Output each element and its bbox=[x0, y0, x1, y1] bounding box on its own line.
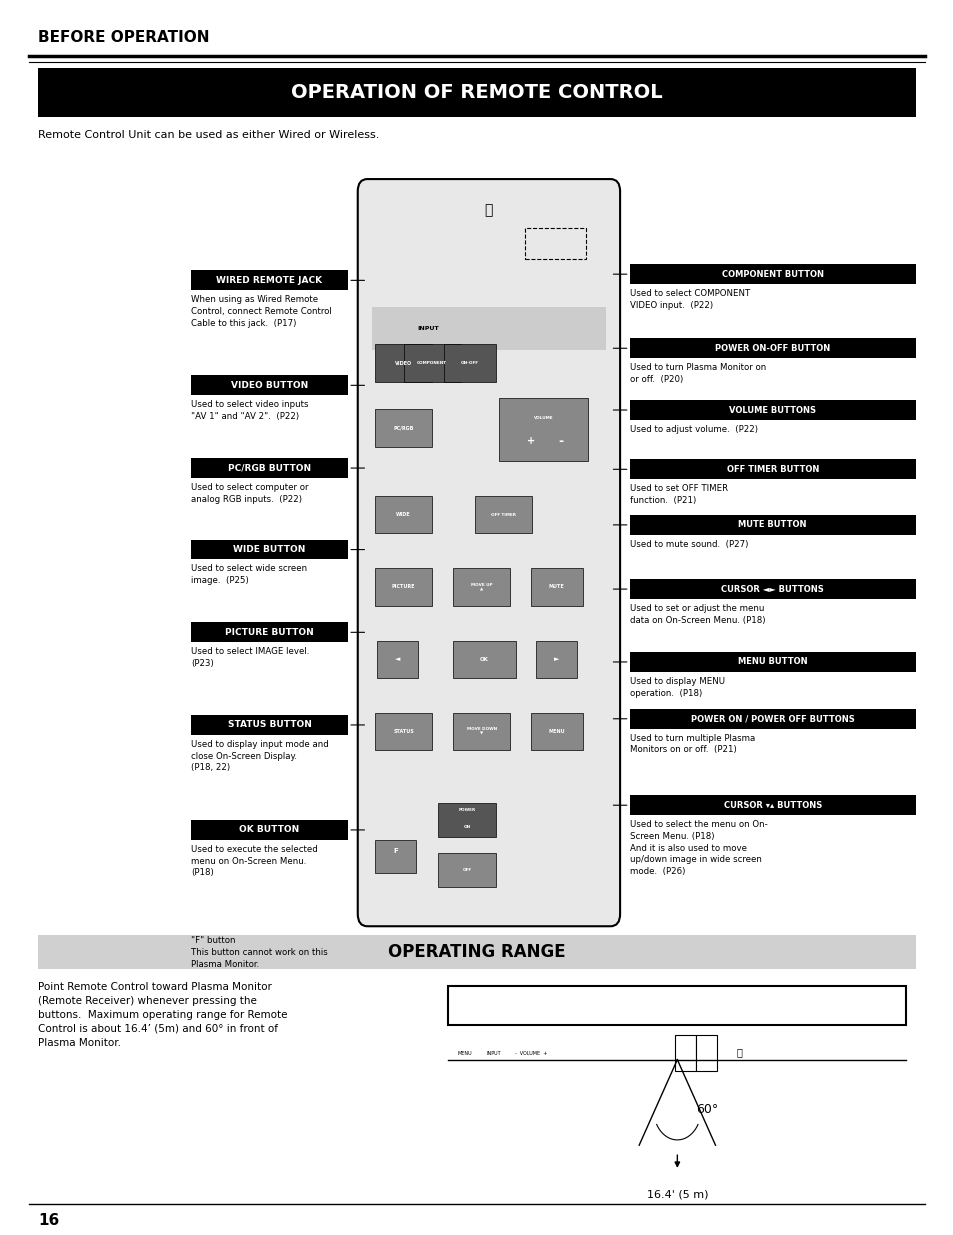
FancyBboxPatch shape bbox=[448, 986, 905, 1025]
Text: Used to mute sound.  (P27): Used to mute sound. (P27) bbox=[629, 540, 747, 548]
Text: BEFORE OPERATION: BEFORE OPERATION bbox=[38, 30, 210, 44]
FancyBboxPatch shape bbox=[403, 345, 460, 382]
FancyBboxPatch shape bbox=[191, 375, 348, 395]
FancyBboxPatch shape bbox=[475, 496, 532, 534]
FancyBboxPatch shape bbox=[530, 568, 582, 605]
Text: VOLUME BUTTONS: VOLUME BUTTONS bbox=[728, 405, 816, 415]
FancyBboxPatch shape bbox=[376, 641, 417, 678]
FancyBboxPatch shape bbox=[191, 458, 348, 478]
FancyBboxPatch shape bbox=[191, 622, 348, 642]
Text: MENU BUTTON: MENU BUTTON bbox=[738, 657, 806, 667]
FancyBboxPatch shape bbox=[357, 179, 619, 926]
Text: Used to turn Plasma Monitor on
or off.  (P20): Used to turn Plasma Monitor on or off. (… bbox=[629, 363, 765, 384]
FancyBboxPatch shape bbox=[629, 459, 915, 479]
Text: CURSOR ▾▴ BUTTONS: CURSOR ▾▴ BUTTONS bbox=[723, 800, 821, 810]
FancyBboxPatch shape bbox=[525, 228, 585, 259]
Text: F: F bbox=[393, 847, 397, 853]
FancyBboxPatch shape bbox=[696, 1035, 717, 1071]
Text: POWER: POWER bbox=[458, 808, 476, 811]
Text: MENU: MENU bbox=[457, 1051, 472, 1056]
Text: PICTURE BUTTON: PICTURE BUTTON bbox=[225, 627, 314, 637]
FancyBboxPatch shape bbox=[437, 803, 496, 837]
Text: MENU: MENU bbox=[548, 729, 564, 734]
Text: -: - bbox=[558, 435, 562, 448]
Text: WIDE BUTTON: WIDE BUTTON bbox=[233, 545, 305, 555]
FancyBboxPatch shape bbox=[629, 400, 915, 420]
Text: Used to select wide screen
image.  (P25): Used to select wide screen image. (P25) bbox=[191, 564, 307, 585]
Text: CURSOR ◄► BUTTONS: CURSOR ◄► BUTTONS bbox=[720, 584, 823, 594]
Text: Used to adjust volume.  (P22): Used to adjust volume. (P22) bbox=[629, 425, 757, 433]
FancyBboxPatch shape bbox=[375, 568, 432, 605]
Text: Used to execute the selected
menu on On-Screen Menu.
(P18): Used to execute the selected menu on On-… bbox=[191, 845, 317, 877]
Text: INPUT: INPUT bbox=[416, 326, 438, 331]
Text: -  VOLUME  +: - VOLUME + bbox=[515, 1051, 547, 1056]
Text: COMPONENT: COMPONENT bbox=[416, 361, 447, 366]
Text: +: + bbox=[526, 436, 535, 446]
Text: 60°: 60° bbox=[696, 1103, 718, 1115]
Text: Used to set OFF TIMER
function.  (P21): Used to set OFF TIMER function. (P21) bbox=[629, 484, 727, 505]
FancyBboxPatch shape bbox=[629, 652, 915, 672]
Text: COMPONENT BUTTON: COMPONENT BUTTON bbox=[721, 269, 822, 279]
FancyBboxPatch shape bbox=[530, 713, 582, 750]
Text: OPERATING RANGE: OPERATING RANGE bbox=[388, 944, 565, 961]
Text: VIDEO BUTTON: VIDEO BUTTON bbox=[231, 380, 308, 390]
FancyBboxPatch shape bbox=[453, 641, 516, 678]
Text: OFF TIMER BUTTON: OFF TIMER BUTTON bbox=[726, 464, 818, 474]
FancyBboxPatch shape bbox=[629, 515, 915, 535]
FancyBboxPatch shape bbox=[536, 641, 577, 678]
FancyBboxPatch shape bbox=[375, 841, 416, 873]
Text: OFF: OFF bbox=[462, 868, 471, 872]
Text: Used to display MENU
operation.  (P18): Used to display MENU operation. (P18) bbox=[629, 677, 724, 698]
FancyBboxPatch shape bbox=[191, 270, 348, 290]
Text: Remote Control Unit can be used as either Wired or Wireless.: Remote Control Unit can be used as eithe… bbox=[38, 130, 379, 140]
Text: OK: OK bbox=[479, 657, 488, 662]
Text: INPUT: INPUT bbox=[486, 1051, 500, 1056]
FancyBboxPatch shape bbox=[443, 345, 495, 382]
FancyBboxPatch shape bbox=[375, 345, 432, 382]
Text: Used to turn multiple Plasma
Monitors on or off.  (P21): Used to turn multiple Plasma Monitors on… bbox=[629, 734, 754, 755]
Text: 16: 16 bbox=[38, 1213, 59, 1228]
Text: ⎆: ⎆ bbox=[736, 1047, 741, 1057]
Text: Used to select the menu on On-
Screen Menu. (P18)
And it is also used to move
up: Used to select the menu on On- Screen Me… bbox=[629, 820, 766, 877]
FancyBboxPatch shape bbox=[629, 709, 915, 729]
Text: ►: ► bbox=[553, 656, 558, 662]
Text: STATUS: STATUS bbox=[393, 729, 414, 734]
Text: Used to set or adjust the menu
data on On-Screen Menu. (P18): Used to set or adjust the menu data on O… bbox=[629, 604, 764, 625]
Text: OFF TIMER: OFF TIMER bbox=[491, 513, 516, 516]
FancyBboxPatch shape bbox=[38, 935, 915, 969]
FancyBboxPatch shape bbox=[191, 820, 348, 840]
FancyBboxPatch shape bbox=[453, 568, 510, 605]
Text: PC/RGB BUTTON: PC/RGB BUTTON bbox=[228, 463, 311, 473]
FancyBboxPatch shape bbox=[629, 338, 915, 358]
Text: Used to select video inputs
"AV 1" and "AV 2".  (P22): Used to select video inputs "AV 1" and "… bbox=[191, 400, 308, 421]
Text: POWER ON / POWER OFF BUTTONS: POWER ON / POWER OFF BUTTONS bbox=[690, 714, 854, 724]
Text: Point Remote Control toward Plasma Monitor
(Remote Receiver) whenever pressing t: Point Remote Control toward Plasma Monit… bbox=[38, 982, 288, 1047]
Text: Used to select IMAGE level.
(P23): Used to select IMAGE level. (P23) bbox=[191, 647, 309, 668]
Text: Used to select COMPONENT
VIDEO input.  (P22): Used to select COMPONENT VIDEO input. (P… bbox=[629, 289, 749, 310]
Text: MUTE: MUTE bbox=[548, 584, 564, 589]
Text: PICTURE: PICTURE bbox=[392, 584, 415, 589]
FancyBboxPatch shape bbox=[675, 1035, 696, 1071]
Text: WIRED REMOTE JACK: WIRED REMOTE JACK bbox=[216, 275, 322, 285]
FancyBboxPatch shape bbox=[437, 853, 496, 888]
FancyBboxPatch shape bbox=[375, 409, 432, 447]
Text: ⎃: ⎃ bbox=[484, 203, 493, 217]
Text: VIDEO: VIDEO bbox=[395, 361, 412, 366]
Text: "F" button
This button cannot work on this
Plasma Monitor.: "F" button This button cannot work on th… bbox=[191, 936, 327, 968]
Text: 16.4' (5 m): 16.4' (5 m) bbox=[646, 1189, 707, 1199]
Text: ON: ON bbox=[463, 825, 470, 829]
FancyBboxPatch shape bbox=[375, 496, 432, 534]
Text: Used to display input mode and
close On-Screen Display.
(P18, 22): Used to display input mode and close On-… bbox=[191, 740, 328, 772]
FancyBboxPatch shape bbox=[498, 399, 587, 461]
FancyBboxPatch shape bbox=[629, 579, 915, 599]
FancyBboxPatch shape bbox=[372, 308, 605, 351]
Text: Used to select computer or
analog RGB inputs.  (P22): Used to select computer or analog RGB in… bbox=[191, 483, 308, 504]
FancyBboxPatch shape bbox=[375, 713, 432, 750]
Text: OPERATION OF REMOTE CONTROL: OPERATION OF REMOTE CONTROL bbox=[291, 83, 662, 103]
FancyBboxPatch shape bbox=[38, 68, 915, 117]
FancyBboxPatch shape bbox=[191, 715, 348, 735]
Text: OK BUTTON: OK BUTTON bbox=[239, 825, 299, 835]
Text: POWER ON-OFF BUTTON: POWER ON-OFF BUTTON bbox=[715, 343, 829, 353]
Text: When using as Wired Remote
Control, connect Remote Control
Cable to this jack.  : When using as Wired Remote Control, conn… bbox=[191, 295, 332, 327]
Text: MUTE BUTTON: MUTE BUTTON bbox=[738, 520, 806, 530]
